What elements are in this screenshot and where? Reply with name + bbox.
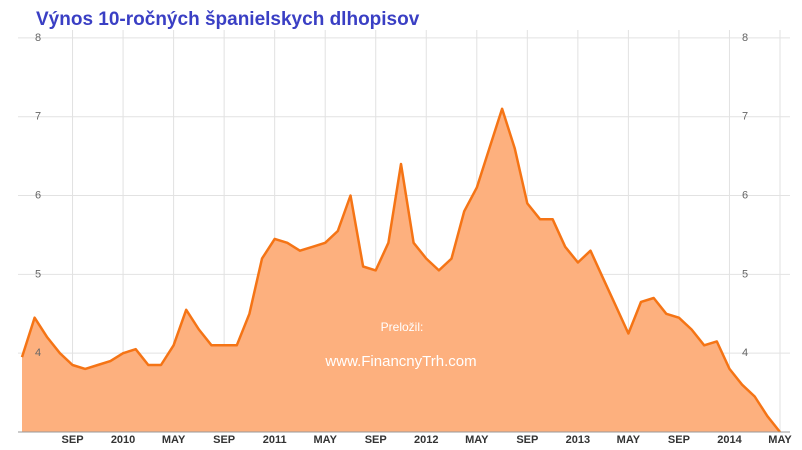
labels: 4 4 5 5 6 6 7 7 8 8 SEP 2010 MAY SEP 2011 MAY SEP 2012 MAY… [35, 32, 792, 446]
x-tick-label: 2010 [111, 434, 135, 446]
area [22, 108, 780, 433]
x-tick-label: SEP [213, 434, 235, 446]
y-tick-label: 6 [35, 189, 41, 201]
x-tick-label: MAY [617, 434, 641, 446]
x-tick-label: MAY [313, 434, 337, 446]
x-tick-label: 2014 [717, 434, 742, 446]
y-tick-label: 7 [35, 111, 41, 123]
y-tick-label-right: 5 [742, 268, 748, 280]
y-tick-label-right: 4 [742, 347, 748, 359]
chart-title: Výnos 10-ročných španielskych dlhopisov [36, 9, 420, 30]
x-tick-label: MAY [465, 434, 489, 446]
y-tick-label-right: 7 [742, 111, 748, 123]
x-tick-label: SEP [668, 434, 690, 446]
annotation: www.FinancnyTrh.com [324, 353, 476, 370]
y-tick-label: 8 [35, 32, 41, 44]
y-tick-label-right: 6 [742, 189, 748, 201]
x-tick-label: 2012 [414, 434, 438, 446]
y-tick-label: 5 [35, 268, 41, 280]
x-tick-label: SEP [516, 434, 538, 446]
x-tick-label: SEP [365, 434, 387, 446]
x-tick-label: 2013 [566, 434, 590, 446]
x-tick-label: SEP [62, 434, 84, 446]
plot-area [20, 107, 781, 433]
x-tick-label: MAY [768, 434, 792, 446]
x-tick-label: 2011 [263, 434, 287, 446]
annotation: Preložil: [381, 320, 424, 334]
y-tick-label-right: 8 [742, 32, 748, 44]
y-tick-label: 4 [35, 347, 41, 359]
line [20, 107, 781, 433]
x-tick-label: MAY [162, 434, 186, 446]
